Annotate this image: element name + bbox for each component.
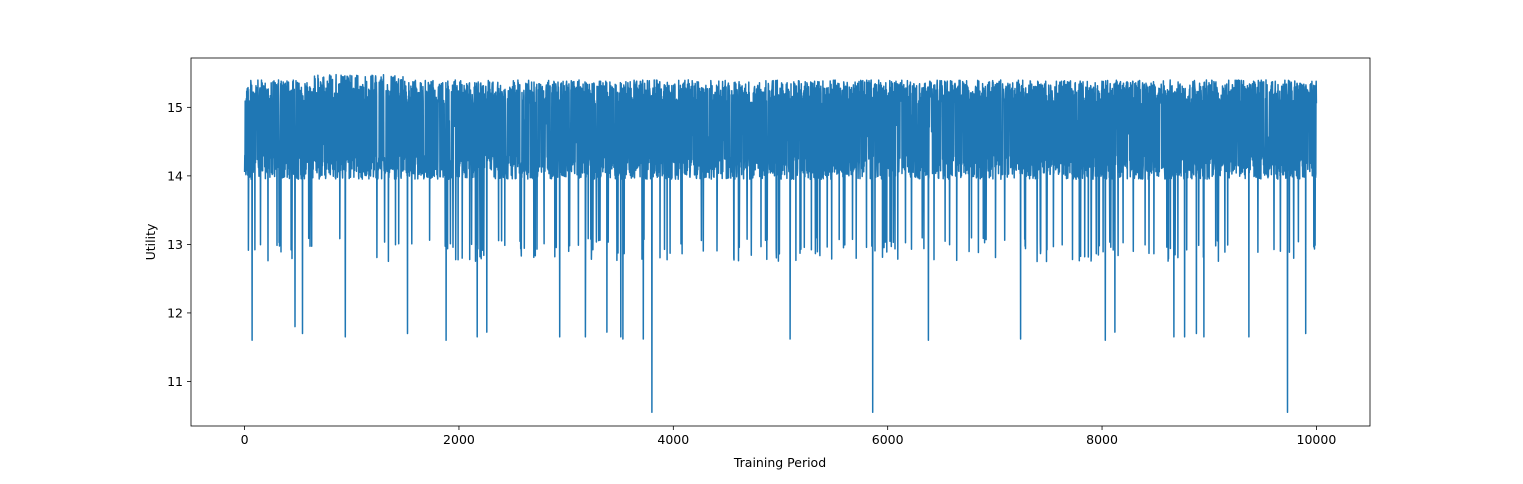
y-tick-label: 13 — [167, 237, 183, 252]
plot-area — [190, 57, 1371, 427]
x-tick-label: 8000 — [1086, 432, 1118, 447]
y-tick-label: 15 — [167, 100, 183, 115]
x-tick-label: 0 — [241, 432, 249, 447]
x-axis: 0 2000 4000 6000 8000 10000 — [241, 426, 1337, 447]
series-layer — [243, 73, 1318, 414]
plot-frame — [190, 57, 1371, 427]
x-axis-label: Training Period — [733, 455, 826, 470]
y-axis-label: Utility — [143, 223, 158, 260]
x-tick-label: 6000 — [872, 432, 904, 447]
x-tick-label: 2000 — [443, 432, 475, 447]
y-tick-label: 12 — [167, 305, 183, 320]
y-axis: 11 12 13 14 15 — [167, 100, 191, 389]
y-tick-label: 11 — [167, 374, 183, 389]
y-tick-label: 14 — [167, 168, 183, 183]
x-tick-label: 4000 — [657, 432, 689, 447]
x-tick-label: 10000 — [1297, 432, 1337, 447]
utility-series-line — [243, 73, 1318, 414]
